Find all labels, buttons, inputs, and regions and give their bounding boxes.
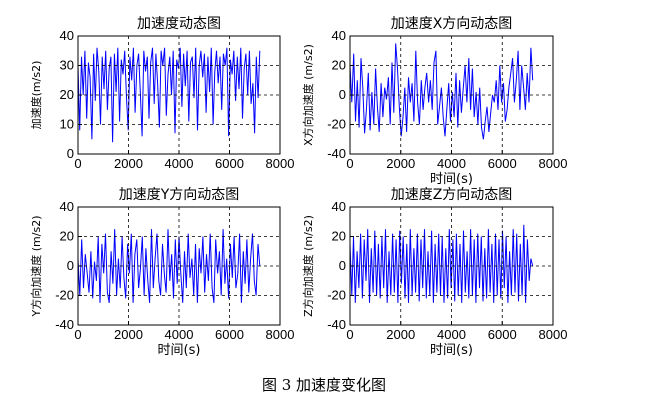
y-tick-label: -20	[55, 288, 74, 303]
y-tick-label: 40	[60, 28, 74, 43]
x-tick-label: 6000	[215, 327, 244, 342]
y-tick-label: 40	[332, 199, 346, 214]
chart-panel-1: 0 2000 4000 6000 8000 0 10 20 30 40 加速度动态图加速度(m/s2…	[29, 16, 294, 171]
chart-title: 加速度动态图	[137, 16, 221, 32]
chart-panel-2: 0 2000 4000 6000 8000 -40 -20 0 20 40 加速度X方向动态图时间(…	[301, 16, 567, 187]
y-tick-label: 20	[332, 58, 346, 73]
y-tick-label: 0	[339, 258, 346, 273]
y-tick-label: 0	[339, 87, 346, 102]
chart-panel-3: 0 2000 4000 6000 8000 -40 -20 0 20 40 加速度Y方向动态图时间(…	[29, 187, 294, 358]
y-tick-label: 40	[60, 199, 74, 214]
x-tick-label: 8000	[539, 156, 568, 171]
y-tick-label: 20	[60, 229, 74, 244]
y-tick-label: 40	[332, 28, 346, 43]
y-axis-label: 加速度(m/s2)	[29, 61, 43, 130]
x-tick-label: 4000	[437, 327, 466, 342]
series-line	[349, 43, 534, 140]
y-axis-label: Y方向加速度 (m/s2)	[29, 216, 43, 318]
x-tick-label: 8000	[266, 327, 295, 342]
chart-panel-4: 0 2000 4000 6000 8000 -40 -20 0 20 40 加速度Z方向动态图时间(…	[301, 187, 567, 358]
y-tick-label: 30	[60, 58, 74, 73]
chart-title: 加速度Z方向动态图	[391, 187, 513, 203]
y-tick-label: -40	[327, 317, 346, 332]
x-tick-label: 2000	[114, 327, 143, 342]
y-tick-label: 20	[60, 87, 74, 102]
x-tick-label: 0	[74, 327, 81, 342]
y-axis-label: Z方向加速度 (m/s2)	[301, 215, 315, 317]
x-tick-label: 4000	[165, 327, 194, 342]
y-tick-label: 0	[67, 146, 74, 161]
y-tick-label: -40	[327, 146, 346, 161]
x-tick-label: 6000	[488, 327, 517, 342]
x-axis-label: 时间(s)	[430, 343, 473, 358]
x-tick-label: 6000	[215, 156, 244, 171]
x-axis-label: 时间(s)	[430, 172, 473, 187]
chart-title: 加速度Y方向动态图	[119, 187, 240, 203]
x-tick-label: 0	[74, 156, 81, 171]
y-tick-label: 10	[60, 117, 74, 132]
figure-caption: 图 3 加速度变化图	[261, 376, 387, 394]
y-tick-label: 20	[332, 229, 346, 244]
x-tick-label: 4000	[165, 156, 194, 171]
x-tick-label: 6000	[488, 156, 517, 171]
x-tick-label: 0	[346, 327, 353, 342]
x-tick-label: 0	[346, 156, 353, 171]
x-axis-label: 时间(s)	[158, 343, 201, 358]
chart-title: 加速度X方向动态图	[391, 16, 513, 32]
y-tick-label: -20	[327, 288, 346, 303]
x-tick-label: 2000	[114, 156, 143, 171]
x-tick-label: 2000	[386, 156, 415, 171]
x-tick-label: 2000	[386, 327, 415, 342]
x-tick-label: 8000	[266, 156, 295, 171]
x-tick-label: 8000	[539, 327, 568, 342]
y-tick-label: -40	[55, 317, 74, 332]
series-line	[77, 229, 261, 303]
y-tick-label: -20	[327, 117, 346, 132]
y-axis-label: X方向加速度 (m/s2)	[301, 44, 315, 146]
x-tick-label: 4000	[437, 156, 466, 171]
y-tick-label: 0	[67, 258, 74, 273]
